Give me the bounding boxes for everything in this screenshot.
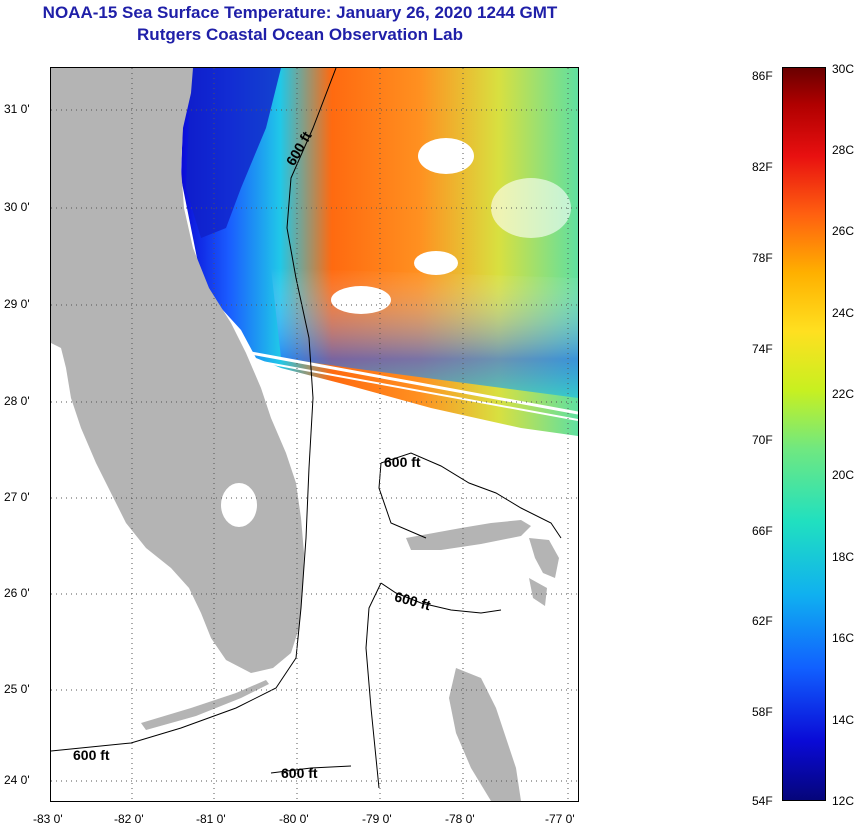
lon-label: -78 0' (445, 812, 475, 826)
lon-label: -80 0' (279, 812, 309, 826)
colorbar-c-label: 12C (832, 794, 855, 808)
lon-label: -79 0' (362, 812, 392, 826)
berry-islands (529, 578, 547, 606)
colorbar-c-label: 26C (832, 224, 855, 238)
colorbar-c-label: 22C (832, 387, 855, 401)
contour-600ft-bottom (270, 765, 352, 774)
graticule (51, 68, 578, 801)
contour-600ft-south (365, 582, 502, 789)
contour-label: 600 ft (73, 747, 110, 763)
swath-edge-stripe (250, 359, 578, 421)
lon-label: -82 0' (114, 812, 144, 826)
lat-label: 25 0' (4, 682, 30, 696)
colorbar-c-label: 16C (832, 631, 855, 645)
contour-label: 600 ft (281, 765, 318, 781)
temperature-colorbar (782, 67, 826, 801)
abaco-island (529, 538, 559, 578)
colorbar-f-label: 62F (752, 614, 773, 628)
cloud-gap (331, 286, 391, 314)
colorbar-c-label: 24C (832, 306, 855, 320)
map-subtitle: Rutgers Coastal Ocean Observation Lab (137, 25, 463, 44)
lat-label: 24 0' (4, 773, 30, 787)
colorbar-f-label: 78F (752, 251, 773, 265)
lon-label: -83 0' (33, 812, 63, 826)
contour-600ft-florida (51, 68, 337, 752)
sst-north-cold (186, 68, 281, 238)
lat-label: 31 0' (4, 102, 30, 116)
swath-edge-stripe (250, 351, 578, 415)
lat-label: 30 0' (4, 200, 30, 214)
contour-label: 600 ft (384, 454, 421, 470)
colorbar-c-label: 28C (832, 143, 855, 157)
lat-label: 28 0' (4, 394, 30, 408)
colorbar-f-label: 86F (752, 69, 773, 83)
lat-label: 29 0' (4, 297, 30, 311)
sst-map: 600 ft 600 ft 600 ft 600 ft 600 ft (50, 67, 579, 802)
colorbar-f-label: 74F (752, 342, 773, 356)
lon-label: -81 0' (196, 812, 226, 826)
colorbar-f-label: 66F (752, 524, 773, 538)
map-canvas: 600 ft 600 ft 600 ft 600 ft 600 ft (51, 68, 578, 801)
colorbar-c-label: 20C (832, 468, 855, 482)
florida-keys (141, 680, 269, 730)
colorbar-c-label: 18C (832, 550, 855, 564)
cloud-gap (414, 251, 458, 275)
colorbar-f-label: 58F (752, 705, 773, 719)
grand-bahama (406, 520, 531, 550)
colorbar-f-label: 82F (752, 160, 773, 174)
colorbar-f-label: 70F (752, 433, 773, 447)
lat-label: 27 0' (4, 490, 30, 504)
contour-600ft-bahamas (378, 452, 562, 539)
lon-label: -77 0' (545, 812, 575, 826)
cloud-gap (418, 138, 474, 174)
lake-okeechobee (221, 483, 257, 527)
andros-island (449, 668, 521, 801)
colorbar-f-label: 54F (752, 794, 773, 808)
colorbar-c-label: 14C (832, 713, 855, 727)
contour-label: 600 ft (393, 588, 433, 613)
lat-label: 26 0' (4, 586, 30, 600)
map-title: NOAA-15 Sea Surface Temperature: January… (42, 3, 558, 22)
colorbar-c-label: 30C (832, 62, 855, 76)
